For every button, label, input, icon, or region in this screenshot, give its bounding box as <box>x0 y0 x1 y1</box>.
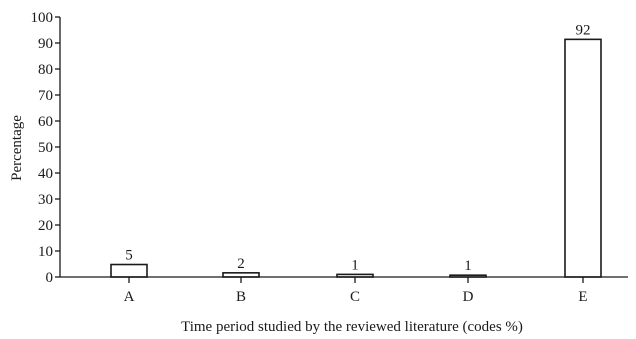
y-tick-label: 10 <box>38 244 53 260</box>
x-axis-ticks: A B C D E <box>124 277 588 305</box>
bar-value-labels: 5 2 1 1 92 <box>125 22 590 274</box>
y-tick-label: 0 <box>46 270 54 286</box>
y-tick-label: 30 <box>38 192 53 208</box>
y-axis-title: Percentage <box>9 115 25 181</box>
y-tick-label: 50 <box>38 140 53 156</box>
bar-value-label-B: 2 <box>237 256 245 272</box>
y-tick-label: 40 <box>38 166 53 182</box>
y-tick-label: 60 <box>38 114 53 130</box>
bar-A <box>110 263 148 278</box>
y-tick-label: 100 <box>31 10 54 26</box>
x-tick-label-C: C <box>350 289 360 305</box>
bar-value-label-A: 5 <box>125 248 133 264</box>
bars <box>110 38 602 278</box>
y-tick-label: 70 <box>38 88 53 104</box>
x-tick-label-D: D <box>463 289 474 305</box>
y-axis-ticks: 0 10 20 30 40 50 60 70 80 90 100 <box>31 10 60 286</box>
x-tick-label-A: A <box>124 289 135 305</box>
y-tick-label: 20 <box>38 218 53 234</box>
x-tick-label-B: B <box>236 289 246 305</box>
bar-value-label-D: 1 <box>464 258 472 274</box>
y-tick-label: 80 <box>38 62 53 78</box>
x-axis-title: Time period studied by the reviewed lite… <box>181 319 523 335</box>
bar-value-label-C: 1 <box>351 257 359 273</box>
bar-value-label-E: 92 <box>576 22 591 38</box>
x-tick-label-E: E <box>578 289 587 305</box>
bar-E <box>564 38 602 278</box>
y-tick-label: 90 <box>38 36 53 52</box>
